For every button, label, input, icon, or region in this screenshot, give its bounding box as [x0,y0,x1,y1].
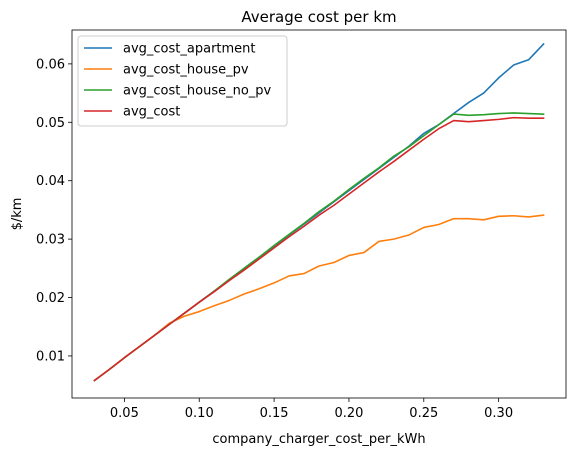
legend-label-avg-cost-apartment: avg_cost_apartment [123,42,256,57]
legend-items: avg_cost_apartment avg_cost_house_pv avg_c… [84,42,272,120]
y-tick-label: 0.01 [36,349,65,364]
y-axis-label: $/km [10,198,25,231]
legend-label-avg-cost: avg_cost [123,105,180,120]
plot-frame [71,29,567,399]
x-tick-label: 0.15 [260,406,289,421]
series-line-avg-cost [93,116,545,382]
chart-title: Average cost per km [241,8,396,26]
series-line-avg-cost-house-no-pv [93,112,545,382]
x-tick-label: 0.05 [110,406,139,421]
legend-box [77,35,288,127]
series-line-avg-cost-house-pv [93,214,545,382]
y-tick-label: 0.04 [36,174,65,189]
x-tick-label: 0.30 [484,406,513,421]
x-axis-label: company_charger_cost_per_kWh [212,432,425,447]
legend: avg_cost_apartment avg_cost_house_pv avg_c… [77,35,288,127]
x-tick-label: 0.25 [409,406,438,421]
y-tick-label: 0.06 [36,57,65,72]
plot-lines [93,42,545,382]
x-tick-label: 0.20 [334,406,363,421]
legend-label-avg-cost-house-pv: avg_cost_house_pv [123,63,249,78]
x-axis-ticks: 0.05 0.10 0.15 0.20 0.25 0.30 [110,398,513,421]
legend-label-avg-cost-house-no-pv: avg_cost_house_no_pv [123,84,272,99]
y-tick-label: 0.05 [36,116,65,131]
y-tick-label: 0.03 [36,233,65,248]
y-tick-label: 0.02 [36,291,65,306]
x-tick-label: 0.10 [185,406,214,421]
y-axis-ticks: 0.01 0.02 0.03 0.04 0.05 0.06 [36,57,72,364]
